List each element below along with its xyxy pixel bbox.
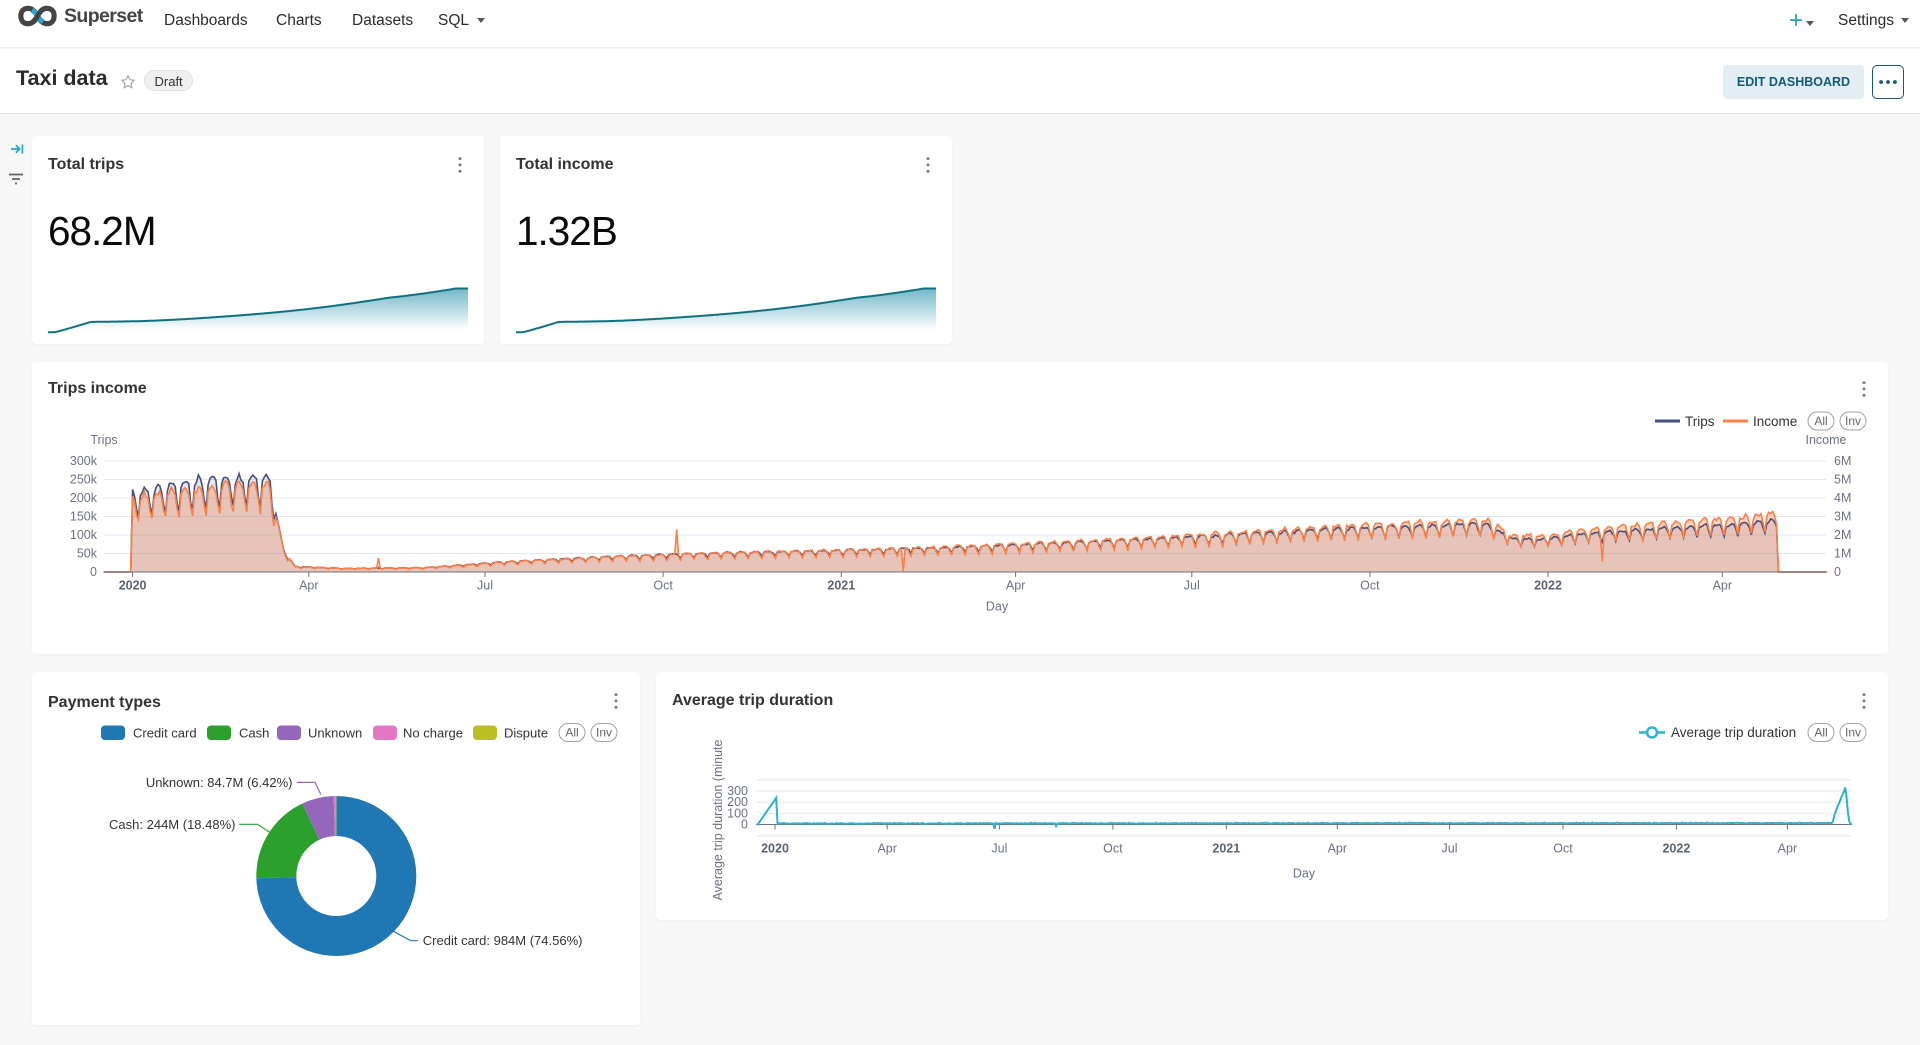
svg-text:Trips: Trips [1685,414,1715,429]
svg-text:Unknown: Unknown [308,726,362,741]
svg-text:Day: Day [986,600,1009,614]
svg-text:Average trip duration (minute: Average trip duration (minute [711,739,725,900]
svg-text:All: All [1814,726,1827,740]
svg-text:Oct: Oct [1360,579,1380,593]
svg-text:5M: 5M [1834,473,1851,487]
svg-text:200: 200 [727,795,748,809]
svg-text:0: 0 [741,818,748,832]
svg-text:2020: 2020 [761,842,789,856]
svg-text:200k: 200k [70,491,98,505]
svg-text:Credit card: 984M (74.56%): Credit card: 984M (74.56%) [423,933,583,948]
svg-text:Oct: Oct [653,579,673,593]
svg-text:Apr: Apr [299,579,318,593]
svg-text:Cash: Cash [239,726,269,741]
svg-text:Inv: Inv [1845,414,1861,428]
svg-text:Apr: Apr [1328,842,1347,856]
svg-text:Jul: Jul [1184,579,1200,593]
svg-text:Oct: Oct [1553,842,1573,856]
svg-text:0: 0 [1834,565,1841,579]
svg-text:Unknown: 84.7M (6.42%): Unknown: 84.7M (6.42%) [146,775,293,790]
svg-text:Trips: Trips [90,433,117,447]
svg-text:2021: 2021 [827,579,855,593]
svg-text:2020: 2020 [119,579,147,593]
svg-text:300: 300 [727,784,748,798]
svg-text:4M: 4M [1834,491,1851,505]
svg-text:Cash: 244M (18.48%): Cash: 244M (18.48%) [109,817,235,832]
svg-text:Inv: Inv [1845,726,1861,740]
svg-text:0: 0 [90,565,97,579]
svg-text:2022: 2022 [1534,579,1562,593]
svg-text:Day: Day [1293,867,1316,881]
svg-text:Jul: Jul [991,842,1007,856]
svg-text:Apr: Apr [1713,579,1732,593]
svg-text:300k: 300k [70,454,98,468]
svg-text:3M: 3M [1834,510,1851,524]
svg-text:250k: 250k [70,473,98,487]
svg-text:100k: 100k [70,528,98,542]
svg-text:Income: Income [1806,433,1847,447]
svg-text:Jul: Jul [1442,842,1458,856]
svg-text:Jul: Jul [477,579,493,593]
svg-text:100: 100 [727,806,748,820]
svg-text:Credit card: Credit card [133,726,197,741]
svg-text:Average trip duration: Average trip duration [1671,725,1796,740]
svg-text:Apr: Apr [1778,842,1797,856]
svg-text:Apr: Apr [1006,579,1025,593]
svg-text:Oct: Oct [1103,842,1123,856]
svg-text:All: All [565,726,578,740]
svg-text:Apr: Apr [877,842,896,856]
svg-text:6M: 6M [1834,454,1851,468]
svg-text:Income: Income [1753,414,1797,429]
svg-text:All: All [1814,414,1827,428]
svg-text:No charge: No charge [403,726,463,741]
svg-text:150k: 150k [70,510,98,524]
svg-text:Dispute: Dispute [504,726,548,741]
svg-text:2021: 2021 [1212,842,1240,856]
svg-text:2022: 2022 [1662,842,1690,856]
svg-text:2M: 2M [1834,528,1851,542]
svg-text:1M: 1M [1834,547,1851,561]
svg-text:50k: 50k [77,547,98,561]
svg-text:Inv: Inv [596,726,612,740]
